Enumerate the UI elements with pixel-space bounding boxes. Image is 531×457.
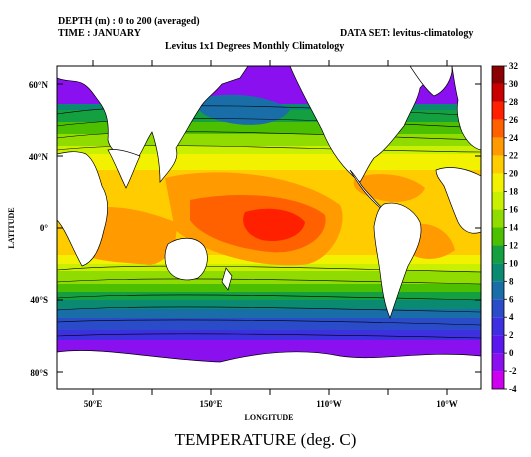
chart-title: TEMPERATURE (deg. C) (174, 430, 357, 449)
colorbar-swatch (492, 371, 504, 389)
colorbar-label: 2 (509, 330, 514, 340)
colorbar-swatch (492, 155, 504, 174)
colorbar-swatch (492, 281, 504, 300)
colorbar-label: -4 (509, 384, 517, 394)
colorbar-label: 12 (509, 240, 519, 250)
antarctica (57, 350, 481, 389)
colorbar-swatch (492, 101, 504, 120)
lat-tick-40n: 40°N (29, 152, 49, 162)
colorbar-swatch (492, 299, 504, 318)
dataset-label: DATA SET: levitus-climatology (340, 28, 474, 39)
colorbar-swatch (492, 227, 504, 246)
colorbar-label: 22 (509, 151, 519, 161)
x-axis-title: LONGITUDE (245, 413, 294, 422)
africa-east (435, 167, 481, 234)
colorbar-swatch (492, 119, 504, 138)
north-pacific-cold (195, 94, 290, 125)
colorbar-swatch (492, 335, 504, 354)
colorbar-swatch (492, 245, 504, 264)
colorbar-swatch (492, 66, 504, 84)
lon-tick-10w: 10°W (436, 399, 458, 409)
colorbar-label: 18 (509, 187, 519, 197)
lat-tick-40s: 40°S (30, 295, 48, 305)
greenland (409, 66, 453, 97)
colorbar-label: 32 (509, 61, 519, 71)
pacific-warmest (243, 208, 305, 242)
colorbar-label: 6 (509, 294, 514, 304)
depth-label: DEPTH (m) : 0 to 200 (averaged) (58, 16, 200, 27)
australia (164, 237, 208, 281)
colorbar-label: 14 (509, 223, 519, 233)
colorbar-swatch (492, 209, 504, 228)
colorbar-swatch (492, 317, 504, 336)
temperature-field (57, 66, 481, 389)
colorbar-label: 4 (509, 312, 514, 322)
europe (451, 66, 481, 151)
colorbar-label: 16 (509, 205, 519, 215)
colorbar-swatch (492, 263, 504, 282)
south-america (373, 202, 422, 319)
north-america (289, 66, 437, 183)
subtitle-label: Levitus 1x1 Degrees Monthly Climatology (165, 41, 345, 52)
colorbar-swatch (492, 137, 504, 156)
lon-tick-110w: 110°W (316, 399, 342, 409)
lat-tick-0: 0° (40, 223, 49, 233)
y-axis-title: LATITUDE (7, 207, 16, 248)
lat-tick-60n: 60°N (29, 80, 49, 90)
continents (57, 66, 481, 389)
colorbar-label: 0 (509, 348, 514, 358)
colorbar-swatch (492, 191, 504, 210)
colorbar-label: 20 (509, 169, 519, 179)
colorbar-swatch (492, 353, 504, 372)
colorbar-swatch (492, 83, 504, 102)
colorbar-label: 28 (509, 97, 519, 107)
time-label: TIME : JANUARY (58, 28, 141, 39)
colorbar-label: -2 (509, 366, 517, 376)
india (107, 149, 141, 189)
new-zealand (221, 267, 233, 291)
colorbar-label: 26 (509, 115, 519, 125)
eurasia (57, 66, 249, 183)
colorbar-label: 24 (509, 133, 519, 143)
lon-tick-150e: 150°E (199, 399, 222, 409)
colorbar-label: 8 (509, 276, 514, 286)
colorbar-label: 30 (509, 79, 519, 89)
lon-tick-50e: 50°E (84, 399, 103, 409)
lat-tick-80s: 80°S (30, 368, 48, 378)
colorbar-swatch (492, 173, 504, 192)
contours (57, 105, 481, 339)
axis-ticks (57, 60, 481, 395)
colorbar-label: 10 (509, 258, 519, 268)
africa (57, 151, 108, 267)
caribbean-warm (353, 174, 425, 202)
